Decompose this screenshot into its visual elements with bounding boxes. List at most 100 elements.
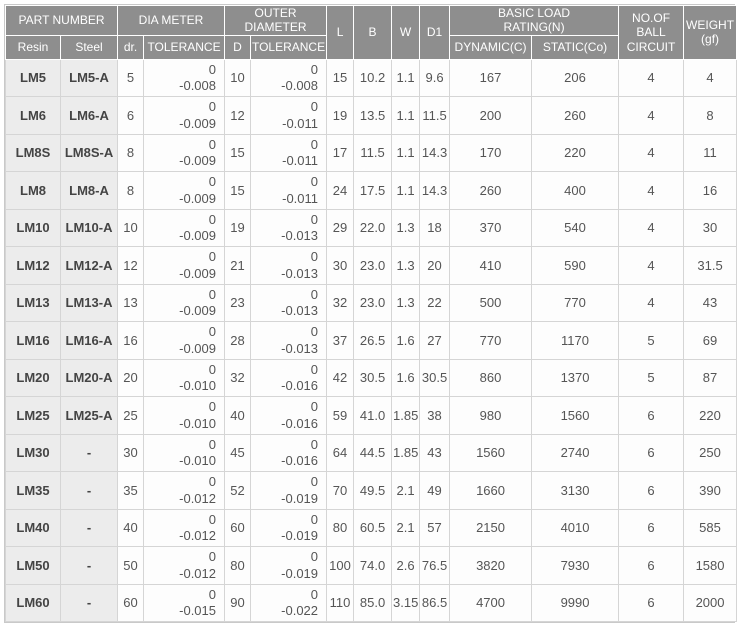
cell-d1: 86.5: [419, 583, 451, 623]
cell-dr-tolerance: 0 -0.009: [143, 96, 226, 135]
cell-l: 64: [326, 433, 355, 473]
cell-d: 23: [224, 283, 252, 323]
table-body: LM5 LM5-A 5 0 -0.008 10 0 -0.008 15 10.2…: [5, 58, 738, 623]
cell-d: 32: [224, 358, 252, 398]
table-row: LM20 LM20-A 20 0 -0.010 32 0 -0.016 42 3…: [5, 358, 738, 398]
cell-l: 100: [326, 546, 355, 585]
cell-l: 70: [326, 471, 355, 510]
cell-ball-circuit: 5: [618, 321, 685, 360]
cell-ball-circuit: 6: [618, 471, 685, 510]
cell-ball-circuit: 6: [618, 583, 685, 623]
cell-steel-part-number: -: [59, 546, 119, 585]
cell-d-tolerance: 0 -0.013: [250, 246, 328, 285]
cell-static-load: 7930: [531, 546, 620, 585]
cell-l: 37: [326, 321, 355, 360]
cell-steel-part-number: LM5-A: [59, 58, 119, 98]
cell-w: 2.1: [391, 471, 421, 510]
cell-weight: 30: [683, 208, 738, 248]
cell-b: 30.5: [353, 358, 393, 398]
cell-d: 10: [224, 58, 252, 98]
cell-static-load: 2740: [531, 433, 620, 473]
table-row: LM5 LM5-A 5 0 -0.008 10 0 -0.008 15 10.2…: [5, 58, 738, 98]
cell-d1: 43: [419, 433, 451, 473]
cell-dr: 20: [117, 358, 145, 398]
cell-d1: 38: [419, 396, 451, 435]
col-header-dia-meter: DIA METER: [117, 5, 226, 36]
cell-resin-part-number: LM13: [5, 283, 61, 323]
cell-d-tolerance: 0 -0.016: [250, 433, 328, 473]
cell-dr-tolerance: 0 -0.009: [143, 208, 226, 248]
cell-dr-tolerance: 0 -0.009: [143, 171, 226, 210]
cell-d-tolerance: 0 -0.008: [250, 58, 328, 98]
table-row: LM50 - 50 0 -0.012 80 0 -0.019 100 74.0 …: [5, 546, 738, 585]
cell-l: 59: [326, 396, 355, 435]
cell-d1: 14.3: [419, 171, 451, 210]
cell-resin-part-number: LM50: [5, 546, 61, 585]
cell-dr-tolerance: 0 -0.010: [143, 358, 226, 398]
cell-static-load: 4010: [531, 508, 620, 548]
cell-ball-circuit: 4: [618, 96, 685, 135]
cell-w: 1.1: [391, 171, 421, 210]
cell-dr: 60: [117, 583, 145, 623]
col-header-l: L: [326, 5, 355, 60]
cell-dr-tolerance: 0 -0.009: [143, 246, 226, 285]
cell-weight: 31.5: [683, 246, 738, 285]
cell-resin-part-number: LM12: [5, 246, 61, 285]
cell-d-tolerance: 0 -0.016: [250, 396, 328, 435]
cell-ball-circuit: 4: [618, 246, 685, 285]
cell-l: 17: [326, 133, 355, 173]
cell-static-load: 206: [531, 58, 620, 98]
table-row: LM40 - 40 0 -0.012 60 0 -0.019 80 60.5 2…: [5, 508, 738, 548]
cell-weight: 69: [683, 321, 738, 360]
cell-weight: 250: [683, 433, 738, 473]
cell-weight: 220: [683, 396, 738, 435]
cell-ball-circuit: 6: [618, 433, 685, 473]
cell-b: 49.5: [353, 471, 393, 510]
col-header-dynamic: DYNAMIC(C): [449, 34, 533, 60]
table-header: PART NUMBER DIA METER OUTER DIAMETER L B…: [4, 5, 738, 60]
cell-dr: 13: [117, 283, 145, 323]
cell-static-load: 3130: [531, 471, 620, 510]
cell-resin-part-number: LM10: [5, 208, 61, 248]
cell-dr-tolerance: 0 -0.009: [143, 283, 226, 323]
cell-w: 1.1: [391, 58, 421, 98]
cell-d1: 57: [419, 508, 451, 548]
table-row: LM8S LM8S-A 8 0 -0.009 15 0 -0.011 17 11…: [5, 133, 738, 173]
cell-dynamic-load: 3820: [449, 546, 533, 585]
cell-weight: 11: [683, 133, 738, 173]
cell-d1: 30.5: [419, 358, 451, 398]
cell-d-tolerance: 0 -0.019: [250, 508, 328, 548]
cell-weight: 390: [683, 471, 738, 510]
cell-resin-part-number: LM60: [5, 583, 61, 623]
cell-resin-part-number: LM40: [5, 508, 61, 548]
cell-weight: 8: [683, 96, 738, 135]
cell-ball-circuit: 6: [618, 546, 685, 585]
cell-d: 80: [224, 546, 252, 585]
cell-d-tolerance: 0 -0.013: [250, 208, 328, 248]
cell-d: 90: [224, 583, 252, 623]
cell-ball-circuit: 4: [618, 133, 685, 173]
cell-l: 19: [326, 96, 355, 135]
cell-dynamic-load: 4700: [449, 583, 533, 623]
cell-resin-part-number: LM16: [5, 321, 61, 360]
cell-w: 3.15: [391, 583, 421, 623]
cell-steel-part-number: -: [59, 583, 119, 623]
col-header-tolerance-dr: TOLERANCE: [143, 34, 226, 60]
cell-dr-tolerance: 0 -0.009: [143, 321, 226, 360]
cell-b: 22.0: [353, 208, 393, 248]
cell-l: 110: [326, 583, 355, 623]
cell-b: 41.0: [353, 396, 393, 435]
cell-l: 30: [326, 246, 355, 285]
col-header-part-number: PART NUMBER: [4, 5, 119, 36]
cell-w: 1.85: [391, 396, 421, 435]
cell-d: 60: [224, 508, 252, 548]
cell-d1: 20: [419, 246, 451, 285]
cell-w: 1.3: [391, 208, 421, 248]
cell-l: 42: [326, 358, 355, 398]
cell-steel-part-number: LM10-A: [59, 208, 119, 248]
cell-steel-part-number: LM6-A: [59, 96, 119, 135]
table-row: LM60 - 60 0 -0.015 90 0 -0.022 110 85.0 …: [5, 583, 738, 623]
cell-dr: 16: [117, 321, 145, 360]
cell-b: 23.0: [353, 246, 393, 285]
